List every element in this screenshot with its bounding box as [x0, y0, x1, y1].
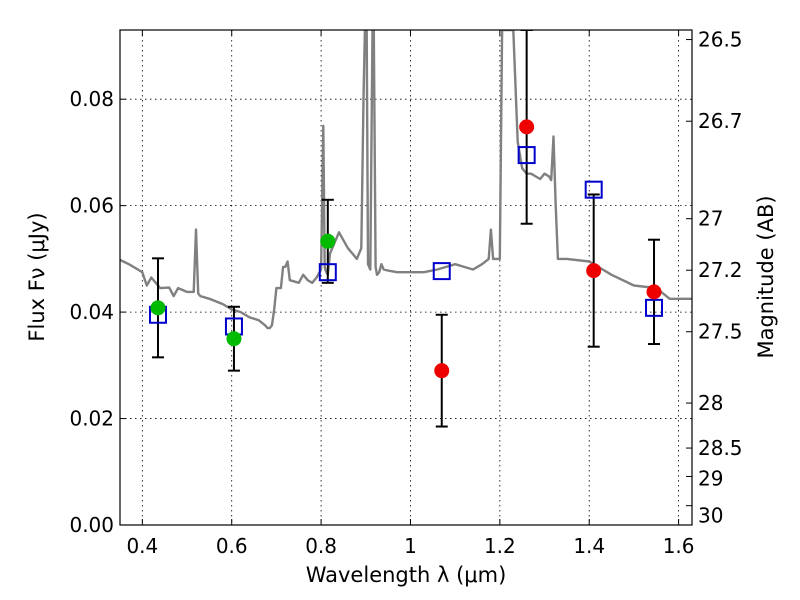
y-right-tick-label: 28.5	[698, 436, 743, 460]
model-magnitude-marker	[318, 263, 337, 282]
y-axis-right-title: Magnitude (AB)	[754, 195, 778, 358]
model-magnitude-marker	[517, 146, 536, 165]
y-tick-label: 0.04	[69, 300, 114, 324]
observed-point	[226, 331, 242, 347]
model-magnitude-marker	[432, 262, 451, 281]
spectrum-layer	[120, 30, 692, 330]
observed-point	[646, 284, 662, 300]
y-right-tick-label: 27	[698, 207, 723, 231]
x-tick-label: 0.6	[216, 534, 248, 558]
x-tick-label: 1.2	[484, 534, 516, 558]
model-magnitude-marker	[584, 180, 603, 199]
y-right-tick-label: 29	[698, 466, 723, 490]
grid	[120, 30, 692, 525]
y-right-tick-label: 27.5	[698, 320, 743, 344]
model-magnitude-marker	[645, 298, 664, 317]
marker-layer	[148, 30, 664, 428]
x-tick-label: 0.8	[305, 534, 337, 558]
y-tick-label: 0.00	[69, 513, 114, 537]
plot-frame	[119, 29, 693, 526]
observed-point	[320, 233, 336, 249]
x-tick-label: 1.6	[663, 534, 695, 558]
x-axis-title: Wavelength λ (μm)	[306, 563, 507, 587]
tick-layer: 0.4 0.6 0.8 1 1.2 1.4 1.6 0.00 0.02 0.04 0.06 0.08 2…	[69, 28, 742, 558]
observed-point	[519, 119, 535, 135]
y-tick-label: 0.02	[69, 407, 114, 431]
spectrum-line	[120, 30, 692, 330]
y-tick-label: 0.08	[69, 87, 114, 111]
x-tick-label: 0.4	[126, 534, 158, 558]
observed-point	[434, 363, 450, 379]
y-right-tick-label: 27.2	[698, 258, 743, 282]
y-right-tick-label: 26.5	[698, 28, 743, 52]
y-axis-title: Flux Fν (μJy)	[25, 212, 49, 341]
y-tick-label: 0.06	[69, 194, 114, 218]
y-right-tick-label: 30	[698, 504, 723, 528]
observed-point	[150, 300, 166, 316]
x-tick-label: 1.4	[573, 534, 605, 558]
x-tick-label: 1	[404, 534, 417, 558]
y-right-tick-label: 26.7	[698, 109, 743, 133]
observed-point	[586, 263, 602, 279]
y-right-tick-label: 28	[698, 391, 723, 415]
